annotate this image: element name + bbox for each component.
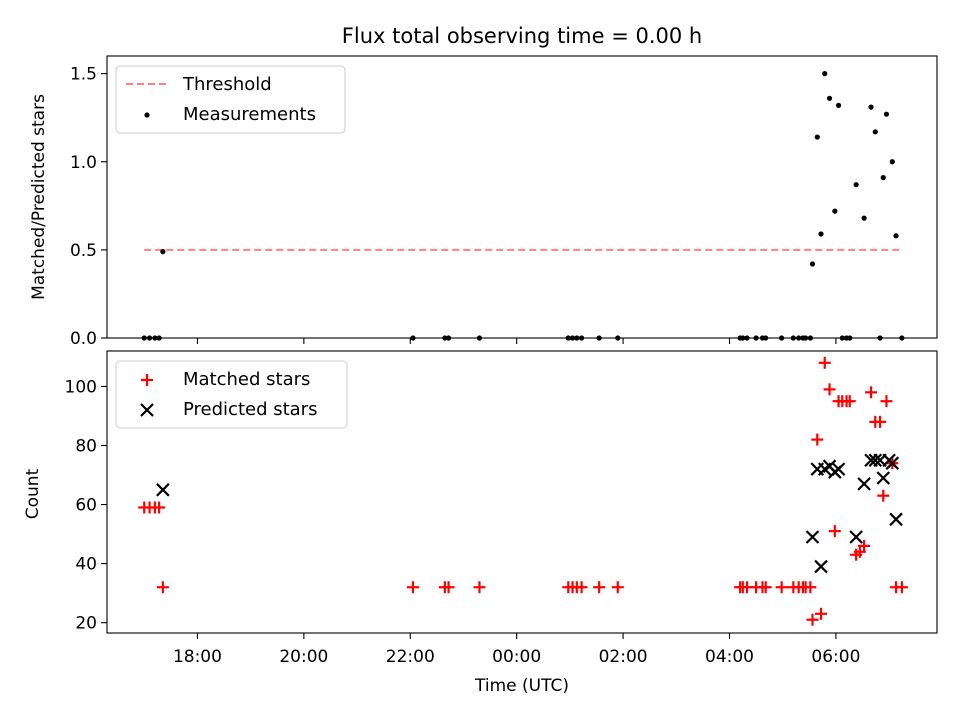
matched-star-point	[877, 489, 890, 502]
matched-star-point	[858, 539, 871, 552]
measurement-point	[880, 175, 886, 181]
predicted-star-point	[814, 559, 828, 574]
bottom-legend: Matched stars Predicted stars	[115, 360, 348, 429]
matched-star-point	[828, 525, 841, 538]
matched-star-point	[823, 383, 836, 396]
top-y-tick-label: 0.0	[70, 329, 97, 349]
matched-star-point	[575, 581, 588, 594]
measurement-point	[868, 104, 874, 110]
measurement-point	[835, 102, 842, 108]
measurement-point	[814, 134, 820, 140]
chart-title: Flux total observing time = 0.00 h	[342, 24, 702, 48]
predicted-star-point	[156, 483, 170, 497]
x-tick-label: 02:00	[599, 647, 648, 667]
legend-matched-swatch	[141, 374, 153, 386]
predicted-star-point	[857, 477, 871, 491]
legend-predicted-swatch	[140, 403, 154, 417]
measurement-point	[818, 231, 824, 237]
x-tick-label: 20:00	[279, 647, 328, 667]
top-y-tick-label: 0.5	[70, 241, 97, 261]
matched-star-point	[156, 581, 169, 594]
measurement-point	[861, 215, 867, 221]
measurement-point	[826, 95, 833, 101]
x-tick-label: 04:00	[705, 647, 754, 667]
bottom-y-axis-label: Count	[23, 468, 43, 519]
matched-star-point	[874, 415, 887, 428]
top-plot-frame	[106, 55, 938, 339]
predicted-star-point	[831, 462, 846, 476]
measurement-point	[853, 182, 859, 188]
bottom-legend-box	[115, 360, 348, 429]
bottom-y-tick-label: 20	[75, 614, 97, 634]
legend-measurements-swatch	[144, 112, 150, 118]
measurement-point	[160, 249, 166, 255]
measurement-point	[809, 261, 816, 267]
bottom-y-tick-label: 40	[75, 555, 97, 575]
predicted-star-point	[868, 453, 883, 468]
matched-star-point	[593, 581, 606, 594]
legend-measurements-label: Measurements	[183, 104, 316, 125]
measurement-point	[893, 233, 899, 239]
matched-star-point	[473, 581, 486, 594]
x-tick-label: 06:00	[811, 647, 860, 667]
measurement-point	[883, 111, 890, 117]
measurement-point	[822, 71, 828, 77]
matched-star-point	[865, 386, 878, 399]
x-tick-label: 00:00	[492, 647, 541, 667]
legend-matched-label: Matched stars	[183, 369, 310, 390]
predicted-star-point	[889, 512, 903, 527]
matched-star-point	[815, 607, 828, 620]
bottom-y-tick-label: 60	[75, 496, 97, 516]
measurement-point	[872, 129, 878, 135]
predicted-star-point	[849, 530, 863, 544]
matched-star-point	[804, 581, 817, 594]
matched-star-point	[153, 501, 166, 514]
top-legend: Threshold Measurements	[115, 65, 346, 134]
measurement-point	[889, 159, 895, 165]
matched-star-point	[442, 581, 455, 594]
matched-star-point	[611, 581, 624, 594]
matched-star-point	[775, 581, 788, 594]
matched-star-point	[818, 356, 831, 369]
top-legend-box	[115, 65, 346, 134]
predicted-star-point	[805, 530, 820, 544]
bottom-y-tick-label: 80	[75, 436, 97, 456]
top-y-tick-label: 1.0	[70, 153, 97, 173]
matched-star-point	[811, 433, 824, 446]
legend-threshold-label: Threshold	[182, 74, 272, 95]
top-y-axis-label: Matched/Predicted stars	[29, 94, 49, 300]
x-tick-label: 18:00	[173, 647, 222, 667]
matched-star-point	[806, 613, 819, 626]
matched-star-point	[759, 581, 772, 594]
bottom-y-tick-label: 100	[65, 377, 97, 397]
matched-star-point	[880, 395, 893, 408]
predicted-star-point	[885, 456, 900, 470]
measurement-point	[832, 208, 838, 214]
predicted-star-point	[876, 471, 891, 485]
top-y-tick-label: 1.5	[70, 65, 97, 85]
matched-star-point	[895, 581, 908, 594]
bottom-plot-frame	[106, 350, 938, 634]
x-axis-label: Time (UTC)	[474, 676, 569, 696]
x-tick-label: 22:00	[386, 647, 435, 667]
legend-predicted-label: Predicted stars	[183, 399, 317, 420]
matched-star-point	[406, 581, 419, 594]
top-panel: 0.0 0.5 1.0 1.5 Matched/Predicted stars Thr…	[29, 55, 938, 349]
bottom-panel: 20 40 60 80 100 18:00 20:00 22:00 00:00 02:00 04:…	[23, 350, 938, 667]
matched-star-point	[843, 395, 856, 408]
